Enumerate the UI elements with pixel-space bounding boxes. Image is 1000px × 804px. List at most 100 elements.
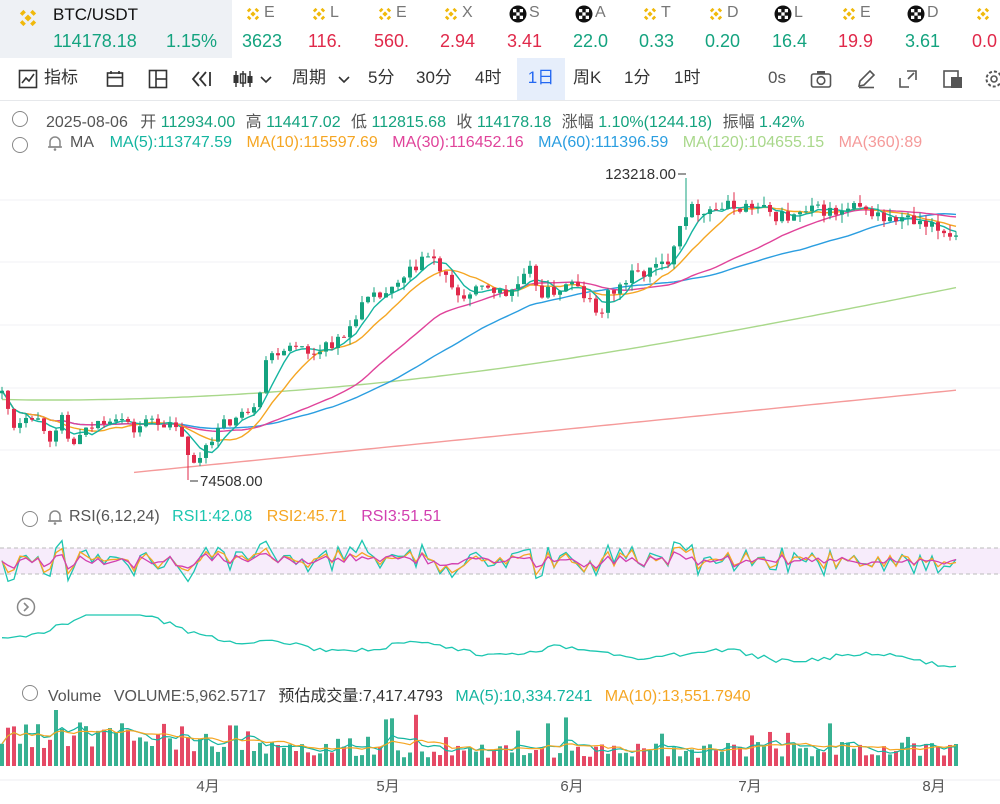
bnb-icon	[842, 7, 856, 21]
volume-bar	[294, 750, 298, 766]
candle-body	[12, 408, 16, 428]
candle-body	[144, 419, 148, 427]
volume-bar	[582, 756, 586, 766]
change-label: 涨幅	[561, 114, 594, 131]
collapse-toggle-icon[interactable]	[22, 511, 38, 527]
volume-bar	[444, 737, 448, 766]
candle-body	[366, 296, 370, 303]
period-30m[interactable]: 30分	[416, 68, 452, 87]
ticker-item[interactable]: A 22.0	[563, 0, 627, 58]
period-1h[interactable]: 1时	[674, 68, 701, 87]
volume-bar	[696, 757, 700, 766]
candle-body	[108, 421, 112, 424]
rewind-icon[interactable]	[190, 70, 212, 88]
period-week[interactable]: 周K	[573, 68, 602, 87]
ticker-initial: D	[727, 4, 739, 21]
ticker-item[interactable]: 0.0	[962, 0, 1000, 58]
ticker-value: 19.9	[838, 31, 874, 51]
expand-panel-icon[interactable]	[16, 597, 36, 617]
candle-body	[486, 285, 490, 288]
volume-bar	[18, 743, 22, 766]
volume-bar	[258, 742, 262, 766]
ticker-item[interactable]: E 3623	[232, 0, 296, 58]
ticker-item[interactable]: E 560.	[364, 0, 428, 58]
volume-bar	[948, 744, 952, 766]
period-4h[interactable]: 4时	[475, 68, 502, 87]
price-chart[interactable]: 123218.00 74508.00 4月 5月 6月 7月 8月	[0, 100, 1000, 804]
candle-body	[192, 455, 196, 463]
candle-body	[378, 292, 382, 298]
period-1d[interactable]: 1日	[517, 58, 565, 100]
volume-bar	[564, 717, 568, 766]
collapse-toggle-icon[interactable]	[12, 111, 28, 127]
pencil-icon[interactable]	[856, 69, 876, 89]
ma5-line	[1, 205, 957, 454]
ticker-item[interactable]: L 116.	[298, 0, 362, 58]
candle-body	[924, 220, 928, 227]
volume-bar	[810, 756, 814, 766]
volume-bar	[402, 757, 406, 766]
candle-body	[600, 312, 604, 314]
bell-icon[interactable]	[46, 134, 64, 152]
ticker-item[interactable]: D 0.20	[695, 0, 759, 58]
collapse-toggle-icon[interactable]	[12, 137, 28, 153]
calendar-icon[interactable]	[106, 70, 124, 88]
period-5m[interactable]: 5分	[368, 68, 395, 87]
period-1m[interactable]: 1分	[624, 68, 651, 87]
indicators-button[interactable]: 指标	[44, 68, 78, 87]
candle-body	[114, 419, 118, 422]
candle-body	[162, 424, 166, 428]
volume-bar	[762, 746, 766, 766]
candle-body	[0, 390, 4, 394]
gear-icon[interactable]	[984, 69, 1000, 89]
candle-body	[618, 284, 622, 294]
ticker-item[interactable]: X 2.94	[430, 0, 494, 58]
candle-body	[324, 342, 328, 352]
main-pair-card[interactable]: BTC/USDT 114178.18 1.15%	[0, 0, 232, 58]
bell-icon[interactable]	[46, 508, 64, 526]
chart-type-icon[interactable]	[232, 69, 254, 89]
rsi3-legend: RSI3:51.51	[361, 508, 442, 525]
candle-body	[276, 353, 280, 356]
volume-bar	[228, 725, 232, 766]
ticker-item[interactable]: L 16.4	[762, 0, 826, 58]
volume-bar	[36, 724, 40, 766]
chevron-down-icon[interactable]	[338, 76, 350, 84]
camera-icon[interactable]	[810, 69, 832, 89]
volume-bar	[708, 744, 712, 766]
crop-icon[interactable]	[898, 69, 918, 89]
volume-bar	[570, 750, 574, 766]
volume-bar	[732, 744, 736, 766]
volume-bar	[432, 751, 436, 766]
bnb-icon	[246, 7, 260, 21]
ticker-item[interactable]: S 3.41	[497, 0, 561, 58]
volume-bar	[450, 755, 454, 766]
candle-body	[402, 277, 406, 283]
volume-bar	[72, 735, 76, 766]
volume-bar	[624, 752, 628, 766]
pair-price: 114178.18	[53, 31, 137, 51]
candle-body	[906, 215, 910, 218]
ticker-item[interactable]: T 0.33	[629, 0, 693, 58]
volume-bar	[816, 749, 820, 766]
ticker-item[interactable]: D 3.61	[895, 0, 959, 58]
ticker-value: 0.0	[972, 31, 998, 51]
ticker-value: 16.4	[772, 31, 808, 51]
volume-bar	[126, 729, 130, 766]
candle-body	[318, 351, 322, 355]
candle-body	[312, 353, 316, 355]
period-dropdown[interactable]: 周期	[292, 68, 326, 87]
volume-bar	[192, 751, 196, 766]
chevron-down-icon[interactable]	[260, 76, 272, 84]
ticker-item[interactable]: E 19.9	[828, 0, 892, 58]
layout-icon[interactable]	[148, 69, 168, 89]
expand-icon[interactable]	[942, 68, 964, 90]
candle-body	[450, 274, 454, 288]
volume-bar	[210, 746, 214, 766]
candle-body	[912, 215, 916, 225]
volume-bar	[408, 752, 412, 766]
collapse-toggle-icon[interactable]	[22, 685, 38, 701]
indicator-icon[interactable]	[18, 69, 38, 89]
ticker-value: 3.61	[905, 31, 941, 51]
